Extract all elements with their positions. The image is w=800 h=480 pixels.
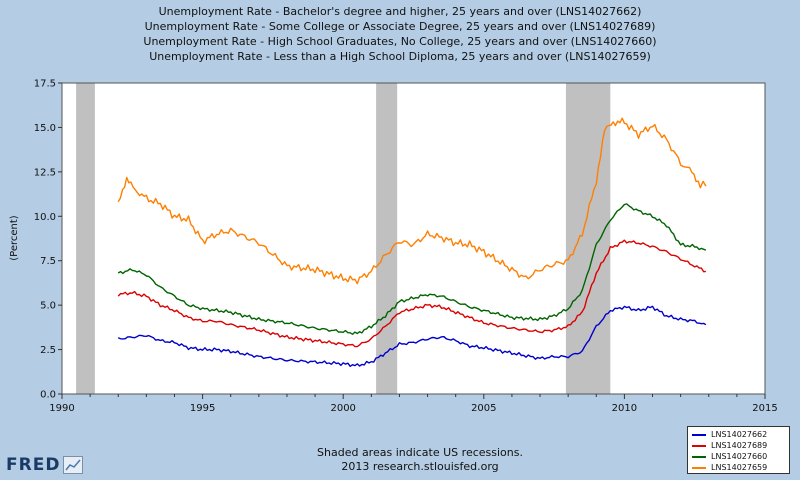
x-tick-label: 1995 (190, 403, 215, 414)
legend-item: LNS14027660 (692, 451, 785, 462)
recession-band (376, 83, 398, 394)
legend-swatch-orange (692, 466, 706, 469)
chart-icon (63, 456, 84, 474)
series-line-LNS14027659 (117, 117, 707, 285)
recession-band (76, 83, 95, 394)
source-credit: 2013 research.stlouisfed.org (341, 460, 499, 473)
y-tick-label: 10.0 (34, 212, 56, 223)
title-bachelors: Unemployment Rate - Bachelor's degree an… (158, 5, 642, 18)
legend-label: LNS14027689 (711, 441, 768, 450)
legend-label: LNS14027659 (711, 463, 768, 472)
legend: LNS14027662 LNS14027689 LNS14027660 LNS1… (687, 426, 790, 474)
title-some-college: Unemployment Rate - Some College or Asso… (144, 20, 656, 33)
title-less-than-high-school: Unemployment Rate - Less than a High Sch… (149, 50, 651, 63)
y-tick-label: 2.5 (40, 345, 56, 356)
y-axis-label: (Percent) (9, 215, 20, 261)
x-tick-label: 2005 (471, 403, 496, 414)
x-tick-label: 2015 (752, 403, 777, 414)
legend-swatch-green (692, 455, 706, 458)
legend-swatch-blue (692, 433, 706, 436)
y-tick-label: 15.0 (34, 123, 56, 134)
y-tick-label: 17.5 (34, 79, 56, 90)
chart-titles: Unemployment Rate - Bachelor's degree an… (0, 4, 800, 64)
legend-swatch-red (692, 444, 706, 447)
plot-area (62, 83, 765, 394)
x-tick-label: 2010 (612, 403, 637, 414)
legend-label: LNS14027662 (711, 430, 768, 439)
y-tick-label: 5.0 (40, 301, 56, 312)
series-line-LNS14027689 (117, 239, 706, 348)
recession-note: Shaded areas indicate US recessions. (317, 446, 523, 459)
series-line-LNS14027660 (117, 203, 707, 335)
x-tick-label: 2000 (330, 403, 355, 414)
y-tick-label: 0.0 (40, 390, 56, 401)
legend-item: LNS14027689 (692, 440, 785, 451)
y-tick-label: 12.5 (34, 167, 56, 178)
fred-logo-text: FRED (6, 455, 61, 475)
series-lines (117, 117, 707, 367)
legend-label: LNS14027660 (711, 452, 768, 461)
legend-item: LNS14027662 (692, 429, 785, 440)
y-tick-label: 7.5 (40, 256, 56, 267)
title-high-school: Unemployment Rate - High School Graduate… (143, 35, 657, 48)
x-tick-label: 1990 (49, 403, 74, 414)
series-line-LNS14027662 (117, 305, 707, 367)
axes: 0.0 2.5 5.0 7.5 10.0 12.5 15.0 17.5 1990 1995 2000… (34, 79, 778, 415)
plot-border (61, 82, 766, 395)
fred-logo[interactable]: FRED (6, 454, 84, 476)
legend-item: LNS14027659 (692, 462, 785, 473)
footer: Shaded areas indicate US recessions. 201… (220, 446, 620, 474)
recession-band (565, 83, 611, 394)
